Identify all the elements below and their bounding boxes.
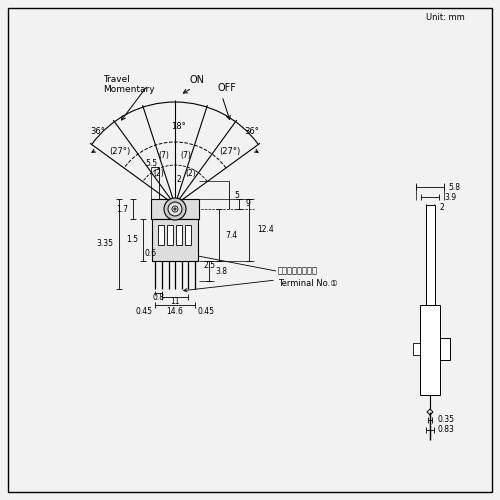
Text: 11: 11 bbox=[170, 298, 180, 306]
Text: 7.4: 7.4 bbox=[225, 230, 237, 239]
Text: OFF: OFF bbox=[218, 83, 236, 93]
Text: 0.45: 0.45 bbox=[197, 306, 214, 316]
Text: 1.5: 1.5 bbox=[126, 236, 138, 244]
Text: 14.6: 14.6 bbox=[166, 306, 184, 316]
Bar bbox=[151, 199, 199, 219]
Bar bbox=[152, 219, 198, 261]
Text: 2.5: 2.5 bbox=[203, 260, 215, 270]
Text: 0.8: 0.8 bbox=[152, 294, 164, 302]
Text: Terminal No.①: Terminal No.① bbox=[278, 278, 338, 287]
Text: (7): (7) bbox=[158, 150, 170, 160]
Text: Unit: mm: Unit: mm bbox=[426, 14, 465, 22]
Text: ON: ON bbox=[190, 75, 204, 85]
Text: 36°: 36° bbox=[90, 128, 106, 136]
Text: (27°): (27°) bbox=[220, 147, 240, 156]
Text: Travel: Travel bbox=[103, 76, 130, 84]
Text: 2: 2 bbox=[176, 176, 182, 184]
Text: 印刷電路板安裝面: 印刷電路板安裝面 bbox=[278, 266, 318, 276]
Text: (7): (7) bbox=[180, 150, 192, 160]
Text: 2: 2 bbox=[439, 202, 444, 211]
Text: 3.9: 3.9 bbox=[444, 192, 456, 202]
Text: 0.35: 0.35 bbox=[438, 416, 455, 424]
Circle shape bbox=[164, 198, 186, 220]
Text: 18°: 18° bbox=[170, 122, 186, 130]
Text: 0.45: 0.45 bbox=[136, 306, 153, 316]
Bar bbox=[185, 225, 191, 245]
Text: (2): (2) bbox=[154, 168, 164, 177]
Text: Momentary: Momentary bbox=[103, 86, 154, 94]
Text: 1.7: 1.7 bbox=[116, 204, 128, 214]
Text: 0.83: 0.83 bbox=[438, 426, 455, 434]
Bar bbox=[167, 225, 173, 245]
Bar bbox=[440, 338, 450, 360]
Bar bbox=[176, 225, 182, 245]
Text: 3.8: 3.8 bbox=[215, 266, 227, 276]
Bar bbox=[158, 225, 164, 245]
Text: 9: 9 bbox=[246, 200, 251, 208]
Text: 5: 5 bbox=[234, 190, 239, 200]
Bar bbox=[413, 343, 420, 355]
Circle shape bbox=[168, 202, 182, 216]
Circle shape bbox=[172, 206, 178, 212]
Text: 12.4: 12.4 bbox=[257, 226, 274, 234]
Text: 36°: 36° bbox=[244, 128, 260, 136]
Text: 5.8: 5.8 bbox=[448, 182, 460, 192]
Text: (27°): (27°) bbox=[110, 147, 130, 156]
Text: 5.5: 5.5 bbox=[145, 158, 157, 168]
Text: (2): (2) bbox=[186, 168, 196, 177]
Bar bbox=[426, 205, 435, 305]
Circle shape bbox=[174, 208, 176, 210]
Text: 3.35: 3.35 bbox=[96, 240, 113, 248]
Bar bbox=[420, 305, 440, 395]
Text: 0.6: 0.6 bbox=[145, 248, 157, 258]
